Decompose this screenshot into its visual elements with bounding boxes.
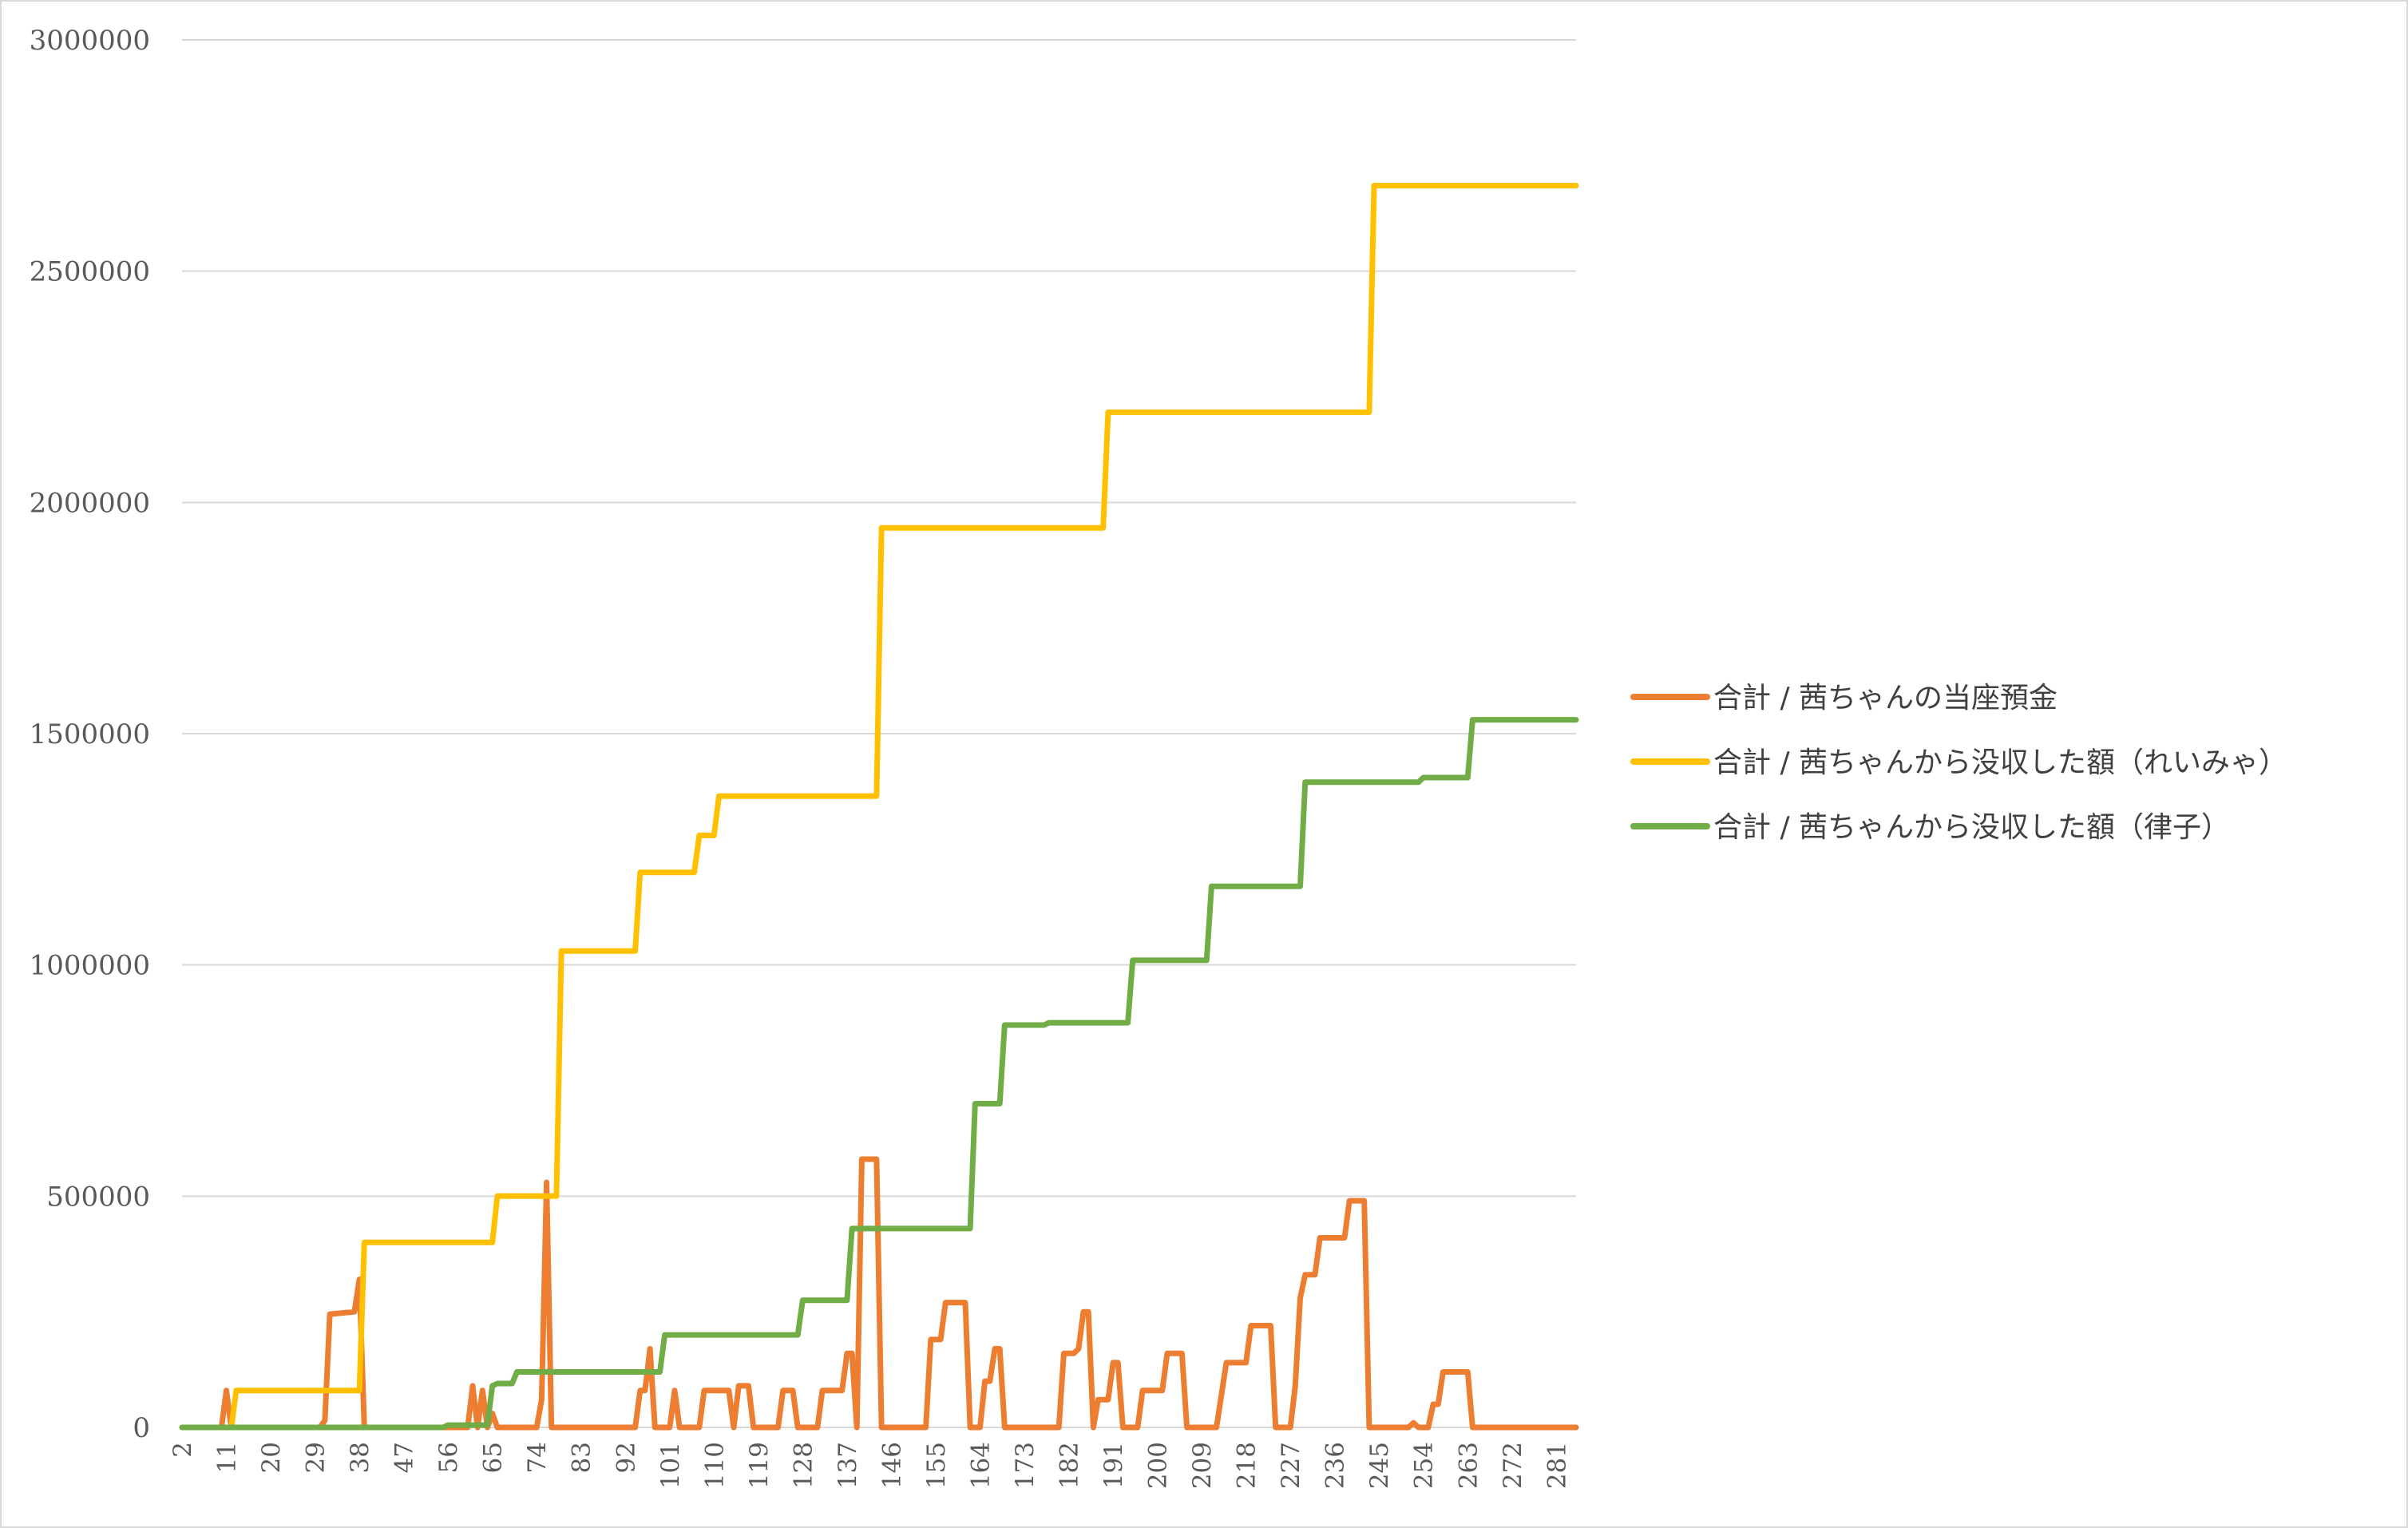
x-tick-label: 11 [213, 1442, 242, 1473]
x-tick-label: 236 [1321, 1442, 1350, 1489]
x-tick-label: 29 [302, 1442, 331, 1473]
series-line-1 [179, 183, 1579, 1431]
x-tick-label: 2 [168, 1442, 197, 1458]
legend-entry-0: 合計 / 茜ちゃんの当座預金 [1713, 682, 2057, 715]
x-tick-label: 155 [922, 1442, 951, 1489]
x-tick-label: 65 [479, 1442, 508, 1473]
x-tick-label: 83 [568, 1442, 596, 1473]
y-tick-label: 1500000 [30, 718, 150, 750]
plot-area [179, 183, 1579, 1431]
x-tick-label: 200 [1144, 1442, 1173, 1489]
series-line-2 [179, 717, 1579, 1431]
x-tick-label: 263 [1454, 1442, 1483, 1489]
x-axis: 2 11 20 29 38 47 56 65 74 83 92 101 110 119 128 137 146 1… [168, 1442, 1571, 1489]
x-tick-label: 146 [877, 1442, 906, 1489]
y-tick-label: 0 [133, 1412, 150, 1444]
x-tick-label: 209 [1188, 1442, 1217, 1489]
x-tick-label: 74 [523, 1442, 552, 1473]
x-tick-label: 56 [434, 1442, 463, 1473]
legend-entry-2: 合計 / 茜ちゃんから没収した額（律子） [1713, 811, 2230, 844]
x-tick-label: 182 [1055, 1442, 1084, 1489]
x-tick-label: 191 [1099, 1442, 1128, 1489]
x-tick-label: 20 [257, 1442, 286, 1473]
x-tick-label: 38 [346, 1442, 374, 1473]
x-tick-label: 272 [1499, 1442, 1527, 1489]
y-tick-label: 3000000 [30, 25, 150, 57]
y-axis: 0 500000 1000000 1500000 2000000 2500000 30000… [30, 25, 150, 1444]
x-tick-label: 227 [1277, 1442, 1305, 1489]
y-tick-label: 2000000 [30, 487, 150, 519]
x-tick-label: 92 [612, 1442, 640, 1473]
y-tick-label: 2500000 [30, 256, 150, 288]
x-tick-label: 128 [789, 1442, 818, 1489]
x-tick-label: 101 [656, 1442, 685, 1489]
x-tick-label: 218 [1233, 1442, 1261, 1489]
y-tick-label: 500000 [46, 1181, 150, 1213]
x-tick-label: 47 [390, 1442, 419, 1473]
x-tick-label: 110 [700, 1442, 729, 1489]
x-tick-label: 281 [1543, 1442, 1571, 1489]
x-tick-label: 119 [745, 1442, 774, 1489]
x-tick-label: 254 [1410, 1442, 1439, 1489]
series-line-0 [179, 1156, 1579, 1431]
x-tick-label: 137 [834, 1442, 862, 1489]
x-tick-label: 245 [1365, 1442, 1394, 1489]
legend-entry-1: 合計 / 茜ちゃんから没収した額（れいみゃ） [1713, 746, 2287, 779]
y-tick-label: 1000000 [30, 950, 150, 982]
x-tick-label: 173 [1011, 1442, 1040, 1489]
x-tick-label: 164 [966, 1442, 995, 1489]
